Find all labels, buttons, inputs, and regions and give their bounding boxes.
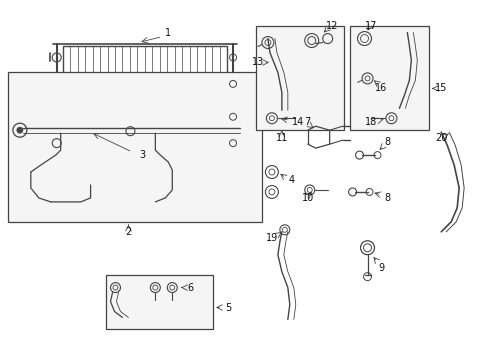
Text: 9: 9	[378, 263, 384, 273]
Bar	[8, 72, 262, 222]
Text: 6: 6	[187, 283, 193, 293]
Text: 14: 14	[291, 117, 304, 127]
Circle shape	[17, 127, 23, 133]
Bar	[349, 26, 428, 130]
Bar	[62, 45, 226, 155]
Text: 8: 8	[384, 137, 390, 147]
Text: 20: 20	[434, 133, 447, 143]
Bar	[105, 275, 213, 329]
Text: 11: 11	[275, 133, 287, 143]
Text: 13: 13	[251, 58, 264, 67]
Text: 8: 8	[384, 193, 390, 203]
Text: 3: 3	[139, 150, 145, 160]
Text: 5: 5	[224, 302, 231, 312]
Text: 15: 15	[434, 84, 447, 93]
Bar	[255, 26, 343, 130]
Text: 1: 1	[165, 28, 171, 37]
Text: 10: 10	[301, 193, 313, 203]
Text: 12: 12	[325, 21, 337, 31]
Text: 19: 19	[265, 233, 278, 243]
Text: 2: 2	[125, 227, 131, 237]
Text: 18: 18	[365, 117, 377, 127]
Text: 17: 17	[365, 21, 377, 31]
Text: 16: 16	[375, 84, 387, 93]
Text: 7: 7	[304, 117, 310, 127]
Text: 4: 4	[288, 175, 294, 185]
